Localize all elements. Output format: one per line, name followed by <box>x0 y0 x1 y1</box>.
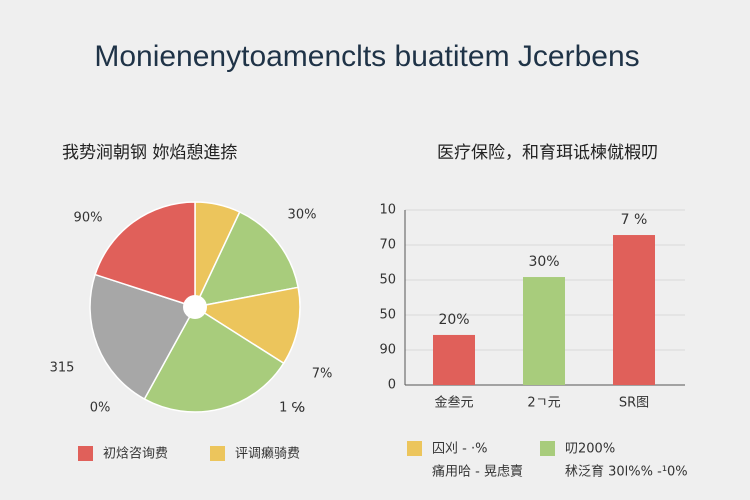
bar-label: 20% <box>438 312 469 328</box>
legend-swatch <box>78 446 93 461</box>
bar <box>433 334 475 385</box>
x-tick-label: SR图 <box>619 396 649 411</box>
y-tick-label: 50 <box>379 273 396 288</box>
bar <box>523 277 565 385</box>
pie-slice <box>192 286 301 365</box>
y-tick-label: 50 <box>379 308 396 323</box>
pie-label: 7% <box>312 367 333 382</box>
pie-label: 0% <box>90 401 111 416</box>
legend-label: 叨200% <box>565 442 615 457</box>
legend-note: 痛用哈 - 晃虑賣 <box>432 464 523 480</box>
page-title: Monienenytoamenclts buatitem Jcerbens <box>94 40 639 73</box>
legend-swatch <box>210 446 225 461</box>
legend-label: 评调癞骑费 <box>235 446 300 462</box>
bar <box>613 235 655 385</box>
legend-note: 秫泛育 30l%% -¹0% <box>565 464 688 480</box>
pie-title: 我势涧朝钢 妳焰憩進捺 <box>62 143 237 163</box>
y-tick-label: 90 <box>379 343 396 358</box>
pie-label: 315 <box>50 361 75 376</box>
y-tick-label: 10 <box>379 203 396 218</box>
pie-hole <box>183 295 207 319</box>
legend-swatch <box>407 441 422 456</box>
legend-swatch <box>540 441 555 456</box>
pie-slice <box>94 201 196 309</box>
pie-label: 1 ℅ <box>279 401 305 416</box>
legend-label: 囚刈 - ·% <box>432 442 487 457</box>
pie-slice <box>89 273 197 401</box>
x-tick-label: 2ㄱ元 <box>527 396 560 411</box>
pie-slice <box>143 305 285 413</box>
bar-label: 30% <box>528 254 559 270</box>
y-tick-label: 70 <box>379 238 396 253</box>
y-tick-label: 0 <box>388 378 396 393</box>
x-tick-label: 金叁元 <box>434 395 473 411</box>
bar-title: 医疗保险，和育珥诋楝僦椵叨 <box>437 143 658 163</box>
legend-label: 初焓咨询费 <box>103 446 168 462</box>
bar-label: 7 % <box>621 212 648 228</box>
pie-slice <box>193 210 300 309</box>
pie-label: 30% <box>288 208 317 223</box>
pie-label: 90% <box>74 211 103 226</box>
